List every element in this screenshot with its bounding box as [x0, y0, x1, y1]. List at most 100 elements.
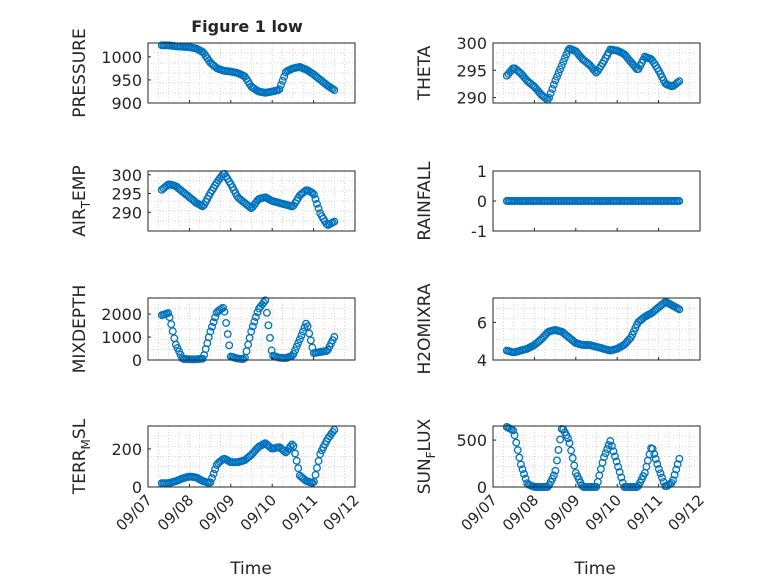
data-point [251, 313, 260, 321]
data-point [275, 85, 284, 94]
data-point [549, 80, 558, 89]
y-tick-label: 1000 [101, 328, 142, 347]
data-point [167, 320, 176, 329]
data-point [328, 85, 337, 93]
data-point [259, 298, 268, 307]
data-point [614, 462, 623, 471]
data-point [316, 450, 325, 459]
y-tick-label: 2000 [101, 305, 142, 324]
data-point [656, 469, 665, 478]
series-markers [157, 296, 339, 364]
data-point [672, 465, 681, 474]
data-point [658, 473, 666, 482]
data-point [559, 57, 568, 66]
series-markers [502, 44, 684, 104]
data-point [598, 458, 607, 467]
data-point [280, 447, 289, 456]
data-point [164, 309, 173, 318]
x-tick-label: 09/10 [582, 491, 625, 534]
data-point [607, 442, 616, 451]
data-point [314, 204, 323, 213]
data-point [211, 465, 220, 474]
data-point [673, 78, 682, 87]
data-point [294, 339, 303, 347]
data-point [295, 335, 304, 344]
axes-box [147, 42, 356, 104]
data-point [280, 72, 289, 81]
data-point [277, 81, 285, 89]
data-point [291, 346, 300, 355]
data-point [615, 468, 624, 477]
data-point [554, 445, 563, 454]
grid [148, 43, 355, 103]
data-point [328, 428, 337, 436]
data-point [306, 336, 315, 345]
data-point [551, 76, 560, 85]
data-point [612, 457, 621, 466]
data-point [557, 61, 566, 70]
y-tick-label: 0 [132, 478, 142, 497]
axes-box [492, 42, 701, 104]
data-point [545, 93, 554, 102]
x-tick-label: 09/12 [665, 491, 708, 534]
axes-box [147, 297, 356, 361]
y-tick-label: 0 [477, 192, 487, 211]
x-axis-label-left: Time [229, 559, 272, 579]
data-point [264, 321, 273, 330]
data-point [650, 449, 659, 458]
y-tick-label: 4 [477, 351, 487, 370]
data-point [548, 85, 557, 93]
subplot-theta: 290 295 300 THETA [415, 34, 701, 108]
data-point [513, 446, 522, 455]
data-point [590, 66, 599, 75]
data-point [570, 461, 579, 470]
y-tick-label: 1000 [101, 48, 142, 67]
series-markers [502, 197, 684, 205]
x-tick-label: 09/09 [540, 491, 583, 534]
y-tick-label: 900 [111, 94, 142, 113]
data-point [222, 318, 231, 327]
data-point [294, 464, 303, 473]
data-point [551, 466, 560, 475]
grid [493, 298, 700, 360]
data-point [670, 470, 679, 479]
x-tick-label: 09/07 [458, 491, 501, 534]
data-point [309, 190, 318, 199]
y-tick-label: 1 [477, 162, 487, 181]
data-point [292, 456, 301, 465]
data-point [553, 456, 561, 465]
data-point [654, 465, 663, 474]
data-point [653, 460, 662, 469]
data-point [556, 435, 565, 444]
y-tick-label: 290 [111, 203, 142, 222]
axes-box [147, 425, 356, 488]
y-tick-label: 295 [456, 61, 487, 80]
subplot-mixdepth: 0 1000 2000 MIXDEPTH [70, 285, 356, 373]
x-tick-label: 09/08 [499, 491, 542, 534]
data-point [297, 331, 306, 340]
y-axis-label: THETA [415, 45, 435, 101]
data-point [209, 318, 218, 327]
x-tick-label: 09/09 [195, 491, 238, 534]
data-point [560, 54, 569, 63]
data-point [510, 431, 519, 440]
data-point [223, 330, 232, 339]
grid [148, 298, 355, 360]
data-point [617, 473, 626, 482]
data-point [261, 296, 270, 305]
subplot-pressure: 900 950 1000 PRESSURE [70, 28, 356, 118]
data-point [250, 317, 259, 326]
data-point [675, 454, 684, 463]
y-tick-label: 300 [111, 166, 142, 185]
data-point [239, 355, 248, 363]
y-tick-label: 200 [111, 440, 142, 459]
data-point [611, 452, 619, 461]
data-point [330, 217, 339, 226]
y-tick-label: 0 [132, 351, 142, 370]
data-point [311, 470, 320, 479]
data-point [211, 313, 220, 322]
